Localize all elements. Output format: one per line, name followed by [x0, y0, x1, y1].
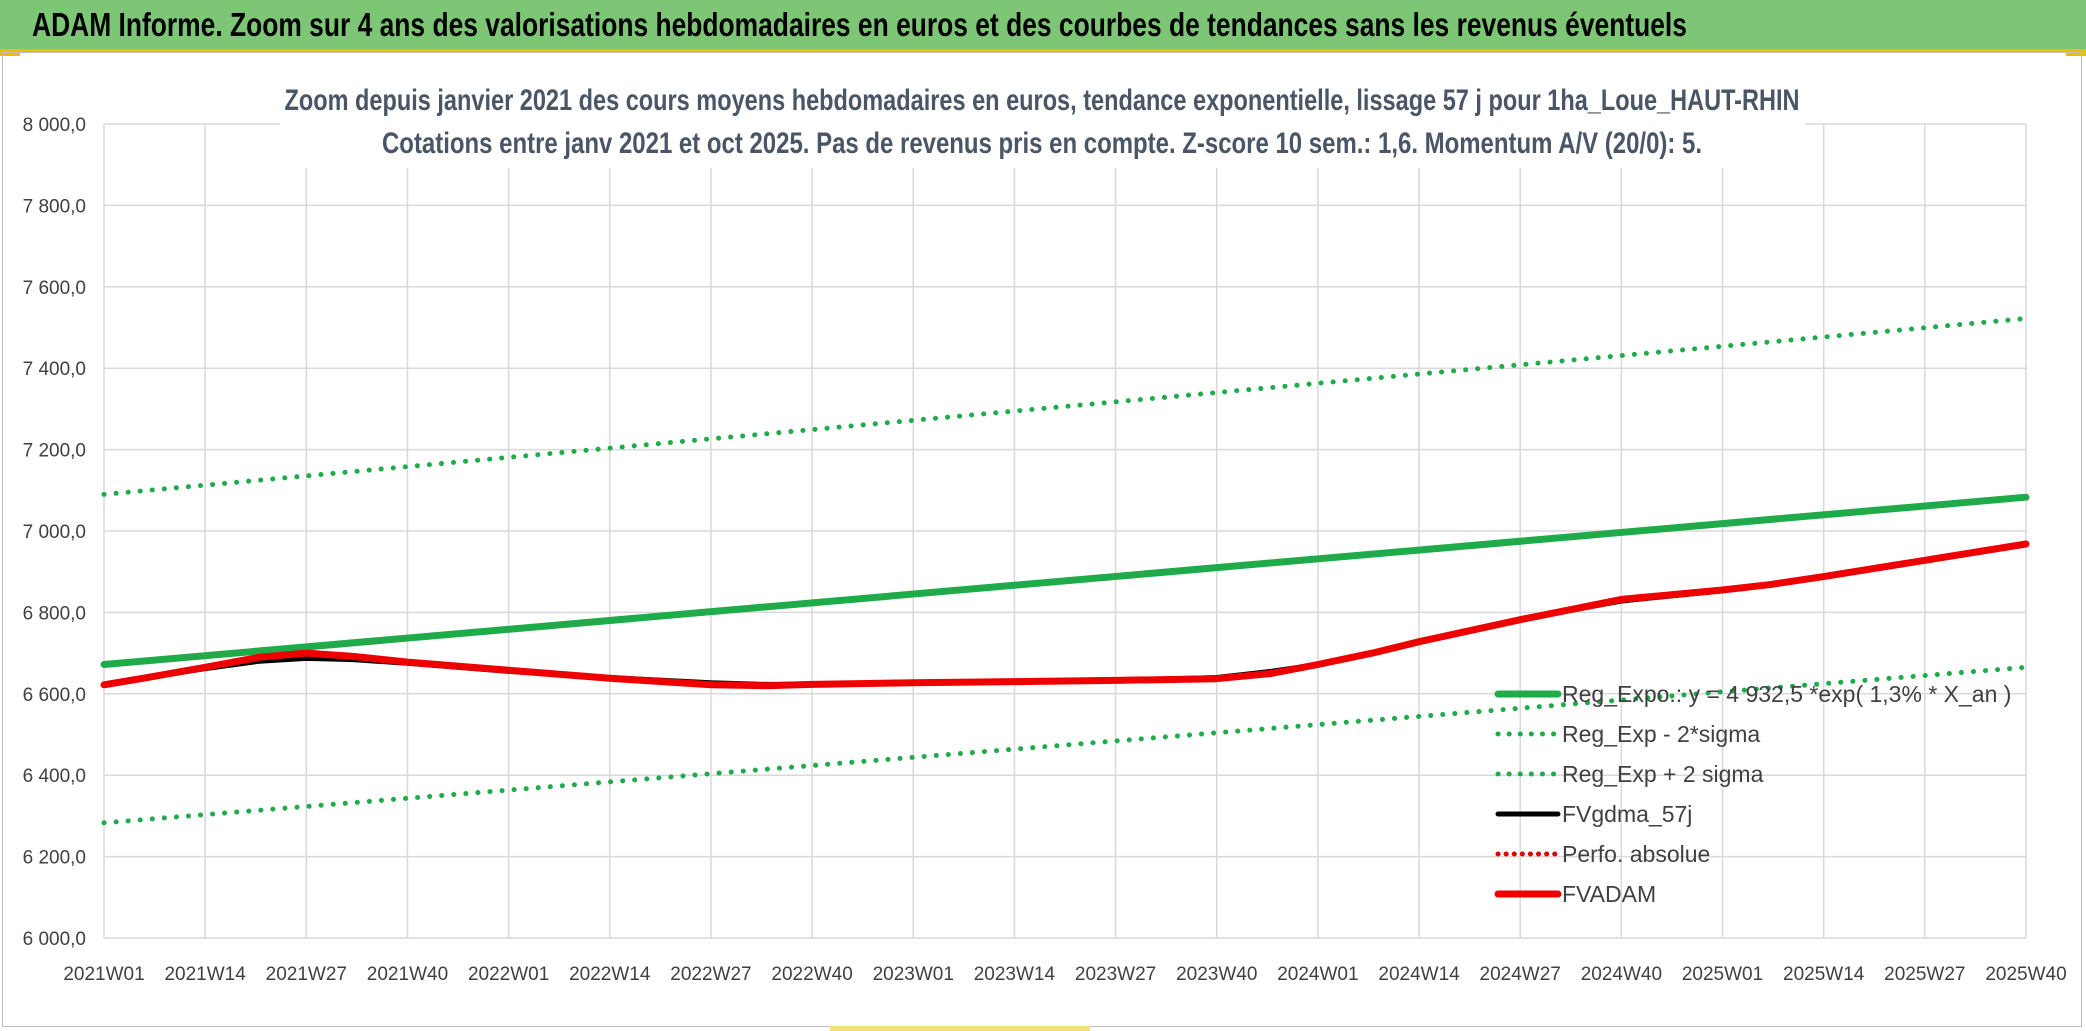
grid-lines	[103, 123, 2027, 939]
x-tick-label: 2025W27	[1884, 964, 1965, 985]
x-tick-label: 2023W01	[873, 964, 954, 985]
y-tick-label: 7 600,0	[23, 278, 86, 299]
header-accent-left	[0, 52, 20, 56]
report-header: ADAM Informe. Zoom sur 4 ans des valoris…	[0, 0, 2086, 52]
x-tick-label: 2021W01	[63, 964, 144, 985]
legend-label: Reg_Exp + 2 sigma	[1562, 761, 1764, 787]
x-tick-label: 2022W27	[670, 964, 751, 985]
series-line-5	[100, 540, 2030, 690]
series-line-2	[101, 316, 2029, 497]
x-tick-label: 2023W40	[1176, 964, 1257, 985]
legend-label: FVgdma_57j	[1562, 801, 1692, 827]
x-tick-label: 2021W40	[367, 964, 448, 985]
x-tick-label: 2025W40	[1985, 964, 2066, 985]
title-background	[280, 78, 1805, 168]
x-tick-label: 2025W01	[1682, 964, 1763, 985]
y-tick-label: 8 000,0	[23, 115, 86, 136]
y-axis-ticks: 8 000,0 7 800,0 7 600,0 7 400,0 7 200,0 7 000…	[23, 115, 86, 950]
y-tick-label: 6 000,0	[23, 929, 86, 950]
y-tick-label: 6 400,0	[23, 766, 86, 787]
series-line-1	[101, 664, 2029, 826]
y-tick-label: 7 000,0	[23, 522, 86, 543]
x-tick-label: 2021W27	[266, 964, 347, 985]
legend-label: FVADAM	[1562, 881, 1656, 907]
x-tick-label: 2022W40	[771, 964, 852, 985]
header-accent-right	[2066, 52, 2086, 56]
x-tick-label: 2023W27	[1075, 964, 1156, 985]
bottom-accent	[830, 1026, 1090, 1031]
y-tick-label: 7 800,0	[23, 196, 86, 217]
y-tick-label: 6 200,0	[23, 848, 86, 869]
x-tick-label: 2024W14	[1378, 964, 1460, 985]
y-tick-label: 7 200,0	[23, 441, 86, 462]
x-tick-label: 2023W14	[974, 964, 1056, 985]
y-tick-label: 7 400,0	[23, 359, 86, 380]
series-group	[100, 316, 2030, 826]
y-tick-label: 6 800,0	[23, 603, 86, 624]
series-line-0	[100, 493, 2030, 668]
chart-subtitle: Cotations entre janv 2021 et oct 2025. P…	[382, 127, 1702, 160]
x-tick-label: 2022W01	[468, 964, 549, 985]
legend-label: Perfo. absolue	[1562, 841, 1710, 867]
x-tick-label: 2024W27	[1480, 964, 1561, 985]
legend: Reg_Expo.: y = 4 932,5 *exp( 1,3% * X_an…	[1494, 681, 2011, 907]
legend-label: Reg_Expo.: y = 4 932,5 *exp( 1,3% * X_an…	[1562, 681, 2011, 707]
legend-label: Reg_Exp - 2*sigma	[1562, 721, 1760, 747]
x-axis-ticks: 2021W01 2021W14 2021W27 2021W40 2022W01 2022W…	[63, 964, 2066, 985]
x-tick-label: 2021W14	[164, 964, 246, 985]
chart-titles: Zoom depuis janvier 2021 des cours moyen…	[280, 78, 1805, 168]
x-tick-label: 2022W14	[569, 964, 651, 985]
x-tick-label: 2024W40	[1581, 964, 1662, 985]
report-title: ADAM Informe. Zoom sur 4 ans des valoris…	[32, 6, 1687, 43]
y-tick-label: 6 600,0	[23, 685, 86, 706]
x-tick-label: 2025W14	[1783, 964, 1865, 985]
x-tick-label: 2024W01	[1277, 964, 1358, 985]
chart-title: Zoom depuis janvier 2021 des cours moyen…	[285, 84, 1800, 117]
